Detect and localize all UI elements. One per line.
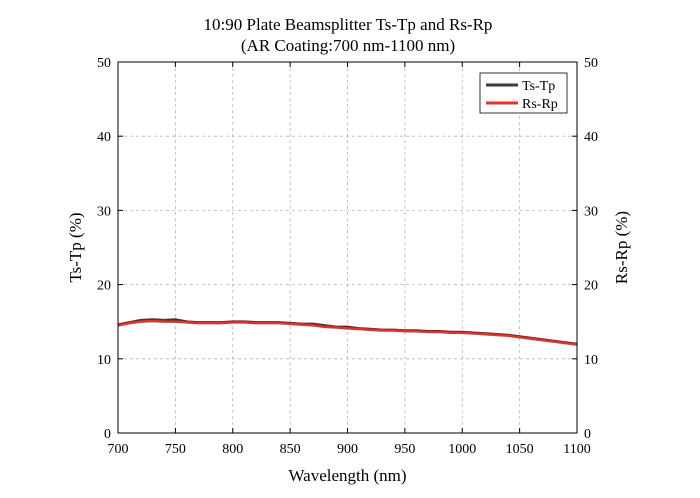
x-tick-label: 750 bbox=[165, 442, 186, 457]
x-tick-label: 700 bbox=[108, 442, 129, 457]
y-axis-label-left: Ts-Tp (%) bbox=[66, 212, 85, 282]
y-tick-label-left: 0 bbox=[104, 427, 111, 442]
y-tick-label-right: 30 bbox=[584, 204, 598, 219]
x-tick-label: 1000 bbox=[448, 442, 476, 457]
y-tick-label-right: 10 bbox=[584, 353, 598, 368]
y-tick-label-right: 20 bbox=[584, 279, 598, 294]
y-axis-label-right: Rs-Rp (%) bbox=[612, 211, 631, 284]
grid-lines bbox=[118, 62, 577, 433]
chart-title: 10:90 Plate Beamsplitter Ts-Tp and Rs-Rp bbox=[204, 15, 493, 34]
legend-box bbox=[479, 72, 568, 114]
legend-label-rs-rp: Rs-Rp bbox=[522, 97, 558, 112]
y-tick-label-left: 30 bbox=[97, 204, 111, 219]
y-tick-label-left: 10 bbox=[97, 353, 111, 368]
x-tick-label: 1100 bbox=[563, 442, 590, 457]
y-tick-label-left: 50 bbox=[97, 56, 111, 71]
x-axis-label: Wavelength (nm) bbox=[288, 466, 406, 485]
legend: Ts-Tp Rs-Rp bbox=[479, 72, 568, 114]
series-line-rs-rp bbox=[117, 319, 578, 346]
y-tick-label-left: 40 bbox=[97, 130, 111, 145]
series-lines bbox=[117, 318, 578, 346]
x-tick-label: 1050 bbox=[506, 442, 534, 457]
y-tick-label-right: 50 bbox=[584, 56, 598, 71]
x-tick-label: 800 bbox=[222, 442, 243, 457]
y-tick-label-right: 0 bbox=[584, 427, 591, 442]
x-tick-label: 900 bbox=[337, 442, 358, 457]
chart-subtitle: (AR Coating:700 nm-1100 nm) bbox=[241, 36, 455, 55]
x-tick-label: 950 bbox=[394, 442, 415, 457]
x-tick-label: 850 bbox=[280, 442, 301, 457]
y-tick-label-left: 20 bbox=[97, 279, 111, 294]
legend-label-ts-tp: Ts-Tp bbox=[522, 79, 555, 94]
y-tick-label-right: 40 bbox=[584, 130, 598, 145]
